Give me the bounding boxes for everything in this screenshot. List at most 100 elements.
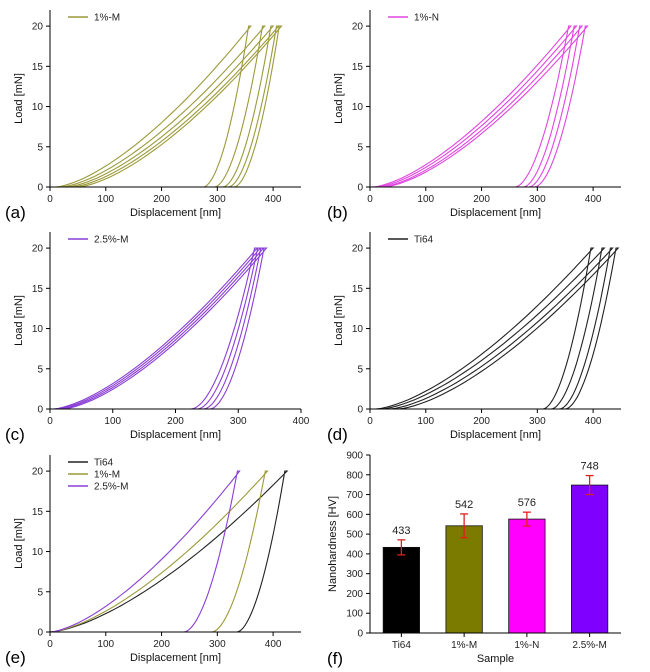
x-axis-label: Displacement [nm] [130,207,221,219]
y-tick-label: 20 [352,244,364,255]
x-tick-label: 1%-M [451,640,477,651]
x-tick-label: 1%-N [514,640,539,651]
x-axis-label: Displacement [nm] [130,429,221,441]
curve-25-M-1 [53,247,259,410]
curve-1-N-4 [383,25,589,188]
panel-label: (e) [5,648,26,667]
y-tick-label: 800 [346,470,363,481]
x-tick-label: 300 [209,639,226,650]
legend-entry: Ti64 [414,235,434,246]
y-tick-label: 900 [346,451,363,462]
x-axis-label: Sample [477,653,514,665]
y-tick-label: 5 [357,364,363,375]
panel-a: 0 100 200 300 400 0 5 10 15 20 Displacement [nm] Lo… [5,10,301,222]
y-tick-label: 15 [32,284,44,295]
x-tick-label: 0 [367,194,373,205]
legend-entry: 1%-M [94,13,120,24]
x-tick-label: 0 [367,416,373,427]
bar-value-label: 748 [580,461,598,473]
curve-25-M-4 [62,247,268,410]
curve-1-M-1 [55,25,252,188]
y-tick-label: 20 [352,22,364,33]
x-tick-label: 200 [153,639,170,650]
curve-1-N-1 [372,25,572,188]
curve-Ti64-1 [375,247,595,410]
y-axis-label: Load [mN] [13,73,25,124]
y-tick-label: 5 [37,587,43,598]
y-tick-label: 15 [32,62,44,73]
x-tick-label: 300 [529,194,546,205]
y-tick-label: 15 [352,62,364,73]
y-tick-label: 0 [357,405,363,416]
y-tick-label: 0 [357,183,363,194]
curve-1-M-5 [77,25,283,188]
y-tick-label: 10 [352,324,364,335]
y-tick-label: 700 [346,490,363,501]
bar-1-M [445,525,483,634]
x-tick-label: 200 [473,194,490,205]
panel-label: (c) [5,425,25,444]
y-tick-label: 200 [346,589,363,600]
bar-Ti64 [382,546,420,634]
x-tick-label: 400 [585,194,602,205]
x-tick-label: 300 [230,416,247,427]
x-tick-label: 200 [167,416,184,427]
curve-Ti64-3 [389,247,614,410]
x-axis-label: Displacement [nm] [450,429,541,441]
y-axis-label: Load [mN] [333,295,345,346]
y-tick-label: 0 [357,629,363,640]
curve-Ti64-1 [49,470,289,633]
y-tick-label: 5 [37,364,43,375]
y-tick-label: 10 [32,102,44,113]
legend-entry: 1%-N [414,13,439,24]
curve-Ti64-2 [381,247,606,410]
panel-label: (a) [5,203,26,222]
curve-Ti64-4 [397,247,620,410]
x-tick-label: 200 [153,194,170,205]
y-tick-label: 15 [352,284,364,295]
x-axis-label: Displacement [nm] [130,652,221,664]
curve-1-N-3 [381,25,584,188]
y-tick-label: 600 [346,510,363,521]
x-tick-label: 0 [47,639,53,650]
legend-entry: 2.5%-M [94,235,128,246]
panel-c: 0 100 200 300 400 0 5 10 15 20 Displacement [nm] Lo… [5,232,310,444]
y-tick-label: 5 [357,142,363,153]
y-tick-label: 10 [352,102,364,113]
x-tick-label: 100 [417,194,434,205]
y-tick-label: 10 [32,324,44,335]
y-tick-label: 300 [346,569,363,580]
x-tick-label: 300 [209,194,226,205]
y-tick-label: 15 [32,507,44,518]
y-tick-label: 10 [32,547,44,558]
x-tick-label: 2.5%-M [572,640,606,651]
x-tick-label: 100 [97,639,114,650]
y-tick-label: 0 [37,183,43,194]
curve-25-M-1 [49,470,241,633]
panel-e: 0 100 200 300 400 0 5 10 15 20 Displacement [nm] Lo… [5,455,301,667]
y-tick-label: 0 [37,405,43,416]
y-tick-label: 0 [37,628,43,639]
x-tick-label: 400 [293,416,310,427]
panel-f: 433 Ti64 542 1%-M 576 1%-N 748 2.5%-M 0 100 200 300… [327,451,621,668]
curve-1-N-2 [376,25,578,188]
x-tick-label: 100 [104,416,121,427]
curve-1-M-4 [72,25,280,188]
panel-d: 0 100 200 300 400 0 5 10 15 20 Displacement [nm] Lo… [327,232,621,444]
curve-1-M-2 [61,25,266,188]
panel-label: (b) [327,203,348,222]
x-tick-label: 0 [47,416,53,427]
panel-label: (f) [327,649,343,668]
y-tick-label: 5 [37,142,43,153]
x-tick-label: 400 [585,416,602,427]
bar-1-N [508,518,546,634]
y-axis-label: Load [mN] [13,518,25,569]
y-tick-label: 400 [346,549,363,560]
y-axis-label: Load [mN] [13,295,25,346]
y-tick-label: 100 [346,609,363,620]
legend-entry: Ti64 [94,458,114,469]
curve-1-M-1 [49,470,269,633]
curve-25-M-3 [59,247,265,410]
panel-label: (d) [327,425,348,444]
